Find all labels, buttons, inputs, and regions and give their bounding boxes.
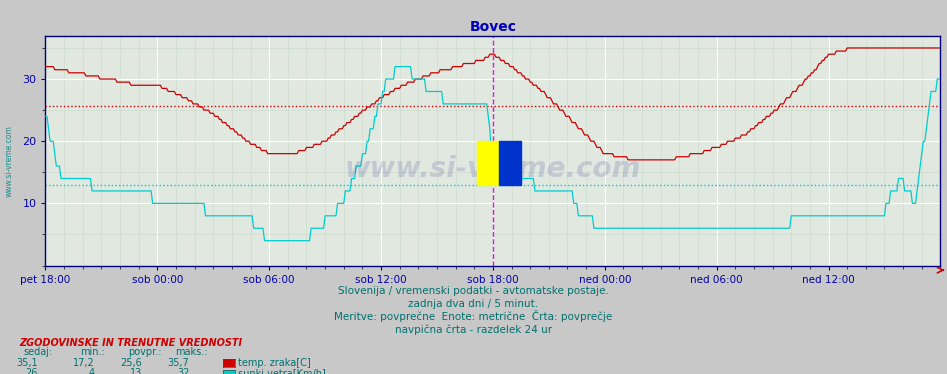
Text: ZGODOVINSKE IN TRENUTNE VREDNOSTI: ZGODOVINSKE IN TRENUTNE VREDNOSTI <box>19 338 242 348</box>
Text: povpr.:: povpr.: <box>128 347 161 357</box>
Text: 26: 26 <box>26 368 38 374</box>
Text: 4: 4 <box>89 368 95 374</box>
Text: 32: 32 <box>177 368 189 374</box>
Text: maks.:: maks.: <box>175 347 207 357</box>
Text: 17,2: 17,2 <box>73 358 95 368</box>
Text: sedaj:: sedaj: <box>24 347 53 357</box>
Text: navpična črta - razdelek 24 ur: navpična črta - razdelek 24 ur <box>395 324 552 335</box>
Text: sunki vetra[Km/h]: sunki vetra[Km/h] <box>238 368 326 374</box>
Text: 35,1: 35,1 <box>16 358 38 368</box>
Bar <box>477 141 499 185</box>
Text: 35,7: 35,7 <box>168 358 189 368</box>
Text: 25,6: 25,6 <box>120 358 142 368</box>
Text: www.si-vreme.com: www.si-vreme.com <box>5 125 14 197</box>
Text: zadnja dva dni / 5 minut.: zadnja dva dni / 5 minut. <box>408 299 539 309</box>
Text: Meritve: povprečne  Enote: metrične  Črta: povprečje: Meritve: povprečne Enote: metrične Črta:… <box>334 310 613 322</box>
Text: min.:: min.: <box>80 347 105 357</box>
Title: Bovec: Bovec <box>470 20 516 34</box>
Bar <box>499 141 521 185</box>
Text: www.si-vreme.com: www.si-vreme.com <box>345 155 641 183</box>
Text: temp. zraka[C]: temp. zraka[C] <box>238 358 311 368</box>
Text: 13: 13 <box>130 368 142 374</box>
Text: Slovenija / vremenski podatki - avtomatske postaje.: Slovenija / vremenski podatki - avtomats… <box>338 286 609 295</box>
